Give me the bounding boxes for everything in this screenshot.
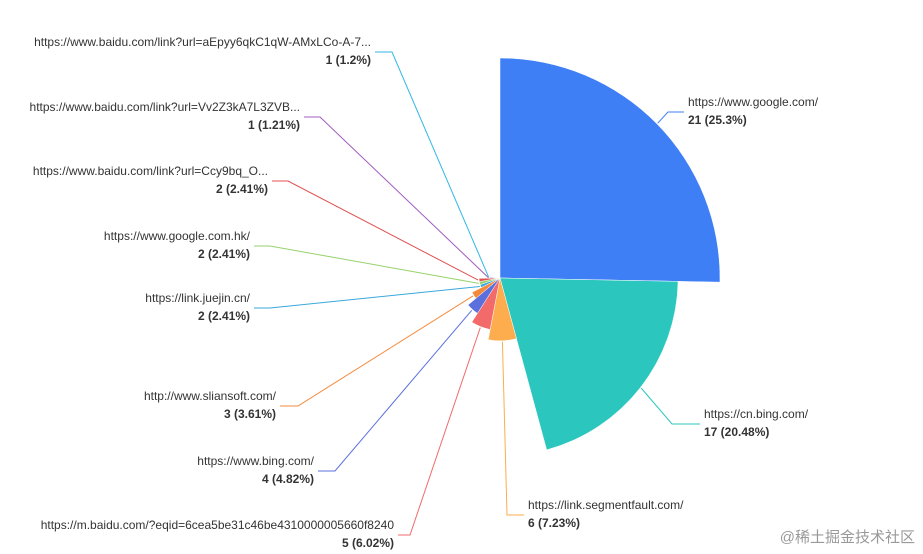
label-line	[254, 245, 479, 284]
slice-label: https://link.segmentfault.com/	[528, 498, 684, 512]
value-label: 17 (20.48%)	[704, 425, 769, 439]
rose-slice	[478, 277, 501, 282]
value-label: 2 (2.41%)	[216, 182, 268, 196]
value-label: 1 (1.2%)	[326, 53, 371, 67]
slice-label: https://m.baidu.com/?eqid=6cea5be31c46be…	[41, 518, 395, 532]
slice-label: https://cn.bing.com/	[704, 407, 809, 421]
label-line	[501, 341, 524, 516]
slice-label: https://www.baidu.com/link?url=aEpyy6qkC…	[34, 35, 371, 49]
label-line	[318, 309, 473, 472]
label-line	[657, 111, 684, 124]
rose-slice	[487, 277, 517, 342]
slice-label: https://www.google.com/	[688, 95, 819, 109]
rose-slice	[499, 57, 721, 283]
value-label: 3 (3.61%)	[224, 407, 276, 421]
slice-label: https://www.baidu.com/link?url=Vv2Z3kA7L…	[30, 100, 300, 114]
slice-label: https://www.bing.com/	[197, 454, 314, 468]
slice-label: http://www.sliansoft.com/	[144, 389, 277, 403]
slice-label: https://www.google.com.hk/	[104, 229, 251, 243]
value-label: 6 (7.23%)	[528, 516, 580, 530]
rose-slice	[471, 277, 501, 330]
label-line	[280, 295, 474, 407]
label-line	[640, 387, 700, 425]
value-label: 4 (4.82%)	[262, 472, 314, 486]
value-label: 2 (2.41%)	[198, 309, 250, 323]
rose-slice	[499, 277, 679, 451]
label-line	[254, 286, 480, 309]
value-label: 5 (6.02%)	[342, 536, 394, 550]
label-line	[375, 51, 490, 278]
label-line	[398, 327, 481, 536]
value-label: 2 (2.41%)	[198, 247, 250, 261]
rose-slice	[489, 276, 501, 279]
slice-label: https://link.juejin.cn/	[145, 291, 250, 305]
label-line	[272, 180, 479, 281]
value-label: 21 (25.3%)	[688, 113, 747, 127]
slice-label: https://www.baidu.com/link?url=Ccy9bq_O.…	[33, 164, 268, 178]
label-line	[304, 116, 489, 279]
value-label: 1 (1.21%)	[248, 118, 300, 132]
rose-slice	[471, 277, 501, 299]
rose-slice	[467, 277, 501, 314]
watermark: @稀土掘金技术社区	[780, 529, 915, 546]
